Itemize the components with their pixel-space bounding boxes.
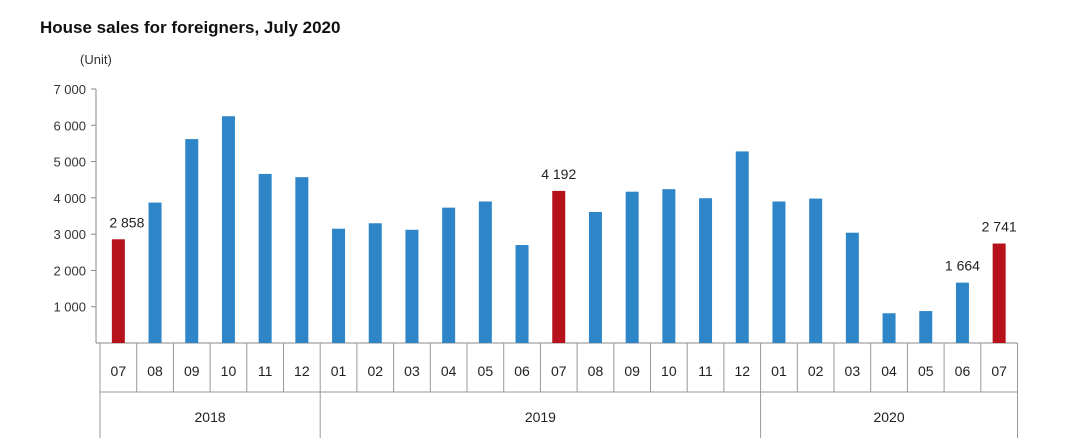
bar xyxy=(148,202,162,343)
bar xyxy=(735,151,749,343)
x-tick-label: 06 xyxy=(514,363,530,379)
year-label: 2020 xyxy=(873,409,904,425)
x-tick-label: 01 xyxy=(331,363,347,379)
x-tick-label: 09 xyxy=(184,363,200,379)
bar xyxy=(845,232,859,343)
y-tick-label: 4 000 xyxy=(53,191,86,206)
x-tick-label: 12 xyxy=(734,363,750,379)
bar xyxy=(625,191,639,343)
bar xyxy=(332,228,346,343)
y-tick-label: 2 000 xyxy=(53,263,86,278)
bar xyxy=(882,313,896,343)
x-tick-label: 07 xyxy=(991,363,1007,379)
unit-label: (Unit) xyxy=(80,52,112,67)
x-tick-label: 03 xyxy=(845,363,861,379)
y-tick-label: 6 000 xyxy=(53,118,86,133)
x-tick-label: 05 xyxy=(918,363,934,379)
y-tick-label: 7 000 xyxy=(53,82,86,97)
x-tick-label: 08 xyxy=(588,363,604,379)
x-tick-label: 08 xyxy=(147,363,163,379)
bar xyxy=(772,201,786,343)
bar xyxy=(699,198,713,343)
x-tick-label: 12 xyxy=(294,363,310,379)
x-tick-label: 03 xyxy=(404,363,420,379)
year-label: 2019 xyxy=(525,409,556,425)
y-tick-label: 5 000 xyxy=(53,155,86,170)
x-tick-label: 04 xyxy=(441,363,457,379)
x-tick-label: 05 xyxy=(478,363,494,379)
x-tick-label: 10 xyxy=(661,363,677,379)
x-tick-label: 06 xyxy=(955,363,971,379)
bar xyxy=(368,223,382,343)
x-tick-label: 01 xyxy=(771,363,787,379)
y-tick-label: 1 000 xyxy=(53,300,86,315)
data-label: 2 741 xyxy=(982,219,1017,235)
data-label: 4 192 xyxy=(541,166,576,182)
bar xyxy=(221,116,235,343)
y-tick-label: 3 000 xyxy=(53,227,86,242)
bar xyxy=(258,173,272,343)
data-label: 2 858 xyxy=(109,214,144,230)
bar xyxy=(295,177,309,343)
bar xyxy=(992,243,1006,343)
bar xyxy=(919,311,933,343)
x-tick-label: 04 xyxy=(881,363,897,379)
bar xyxy=(662,189,676,343)
data-label: 1 664 xyxy=(945,258,980,274)
bar xyxy=(552,190,566,343)
x-tick-label: 02 xyxy=(367,363,383,379)
bar xyxy=(809,198,823,343)
year-label: 2018 xyxy=(195,409,226,425)
bar xyxy=(185,139,199,343)
x-tick-label: 02 xyxy=(808,363,824,379)
bar xyxy=(588,212,602,343)
bar xyxy=(955,282,969,343)
bar xyxy=(442,207,456,343)
x-tick-label: 10 xyxy=(221,363,237,379)
bar xyxy=(515,245,529,343)
x-tick-label: 11 xyxy=(258,363,273,379)
x-tick-label: 07 xyxy=(551,363,567,379)
chart-title: House sales for foreigners, July 2020 xyxy=(40,18,341,37)
bar xyxy=(478,201,492,343)
x-tick-label: 11 xyxy=(698,363,713,379)
bar xyxy=(111,239,125,343)
bar xyxy=(405,229,419,343)
x-tick-label: 09 xyxy=(624,363,640,379)
x-tick-label: 07 xyxy=(111,363,127,379)
